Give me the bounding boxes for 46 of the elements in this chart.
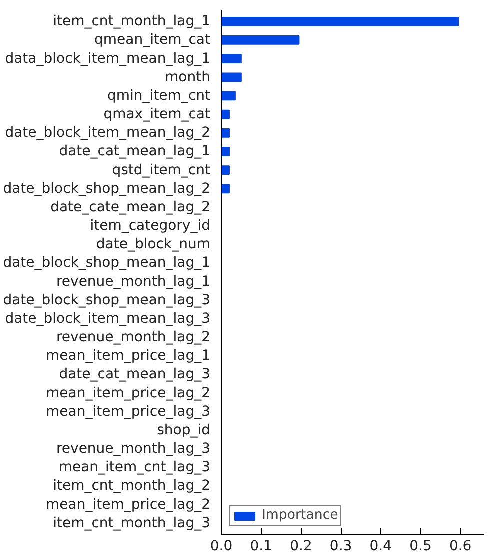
bar [222,147,230,156]
x-tick-label: 0.5 [410,538,432,553]
y-tick-label: date_block_num [96,236,211,253]
x-tick-label: 0.6 [449,538,472,553]
y-tick-label: item_cnt_month_lag_2 [53,478,210,494]
y-tick-label: revenue_month_lag_2 [56,330,211,346]
y-tick-label: date_block_shop_mean_lag_2 [3,180,211,197]
x-tick-label: 0.1 [250,538,272,553]
x-tick-label: 0.0 [210,538,233,553]
legend-label: Importance [262,508,338,523]
y-tick-label: month [165,69,211,86]
y-tick-label: qmin_item_cnt [108,88,212,104]
y-tick-label: mean_item_price_lag_3 [46,404,211,420]
bar [222,128,230,138]
y-tick-label: revenue_month_lag_3 [56,441,211,458]
y-tick-label: item_cnt_month_lag_3 [53,515,210,532]
y-tick-label: shop_id [157,422,211,438]
y-tick-label: item_category_id [90,218,211,234]
y-tick-label: qmean_item_cat [94,32,212,48]
bar [222,72,242,82]
y-tick-label: qmax_item_cat [104,106,212,123]
x-tick-label: 0.3 [330,538,352,553]
y-tick-label: data_block_item_mean_lag_1 [5,50,211,67]
y-tick-label: qstd_item_cnt [112,162,212,178]
y-tick-label: date_block_shop_mean_lag_1 [3,255,211,272]
y-tick-label: mean_item_price_lag_1 [46,348,211,364]
y-tick-label: item_cnt_month_lag_1 [53,14,210,30]
x-tick-label: 0.2 [290,538,312,553]
y-tick-label: mean_item_price_lag_2 [46,496,211,513]
x-tick-label: 0.4 [370,538,392,553]
y-tick-label: mean_item_cnt_lag_3 [58,460,210,476]
y-tick-label: date_cat_mean_lag_1 [59,144,211,160]
y-tick-label: date_block_item_mean_lag_3 [5,310,210,327]
bar [222,166,230,175]
y-tick-label: date_cat_mean_lag_3 [59,366,211,383]
bar [222,110,230,120]
bar [222,16,460,26]
bar [222,54,242,64]
bar [222,36,300,45]
y-tick-label: revenue_month_lag_1 [56,274,211,290]
bar [222,184,230,194]
y-tick-label: date_block_item_mean_lag_2 [5,125,210,142]
y-tick-label: mean_item_price_lag_2 [46,385,211,402]
y-tick-label: date_cate_mean_lag_2 [50,199,211,216]
bar [222,91,236,101]
y-tick-label: date_block_shop_mean_lag_3 [3,292,211,308]
